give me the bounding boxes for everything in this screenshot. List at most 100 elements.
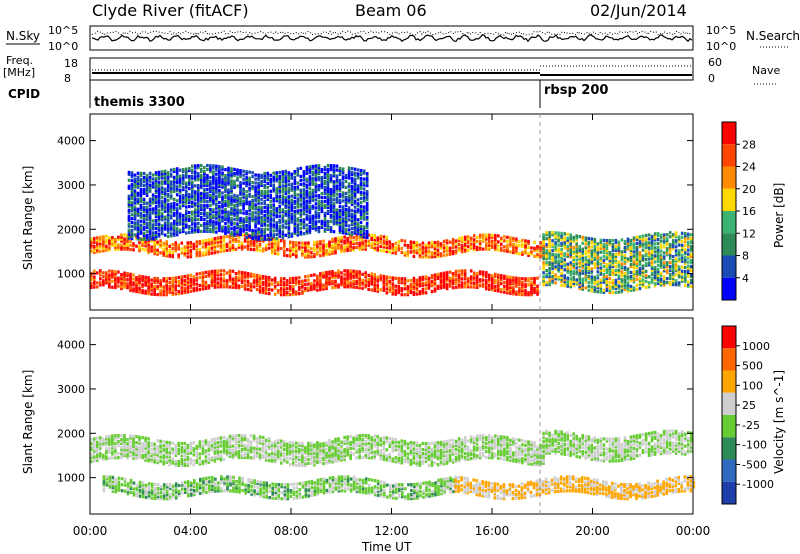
power-cell [638,251,642,255]
power-cell [359,226,363,230]
power-cell [270,241,274,245]
power-cell [656,275,660,279]
power-cell [436,276,440,280]
power-cell [186,276,190,280]
power-cell [279,293,283,297]
power-cell [108,242,111,246]
power-cell [325,253,328,257]
power-cell [151,177,155,181]
power-cell [311,176,315,180]
power-cell [276,240,280,244]
power-cell [209,204,212,208]
colorbar-tick-label: 24 [742,161,756,174]
power-cell [157,190,161,194]
power-cell [365,180,369,184]
power-cell [136,191,140,195]
power-cell [209,218,212,222]
power-cell [506,277,509,281]
power-cell [337,240,340,244]
power-cell [475,239,479,244]
power-cell [231,236,235,240]
power-cell [485,243,488,247]
power-cell [272,229,275,233]
power-cell [322,239,325,243]
power-cell [572,249,575,253]
power-cell [650,258,654,262]
power-cell [635,253,639,257]
power-cell [283,291,286,295]
power-cell [120,287,123,291]
power-cell [608,241,612,245]
power-cell [132,248,135,252]
power-cell [248,220,251,224]
power-cell [102,245,105,249]
power-cell [632,276,636,280]
power-cell [246,245,250,249]
power-cell [210,279,214,284]
power-cell [442,243,446,247]
power-cell [215,204,218,208]
power-cell [275,213,278,217]
power-cell [572,247,575,251]
power-cell [175,193,179,197]
power-cell [650,260,654,264]
power-cell [677,273,681,277]
nsky-line [91,33,693,43]
power-cell [635,287,639,291]
power-cell [602,290,606,294]
power-cell [157,234,161,238]
power-cell [358,237,361,241]
power-cell [563,232,566,236]
power-cell [641,248,645,252]
power-cell [248,178,251,182]
power-cell [542,263,545,267]
power-cell [500,278,503,282]
power-cell [154,197,158,201]
power-cell [197,188,200,192]
power-cell [340,250,343,254]
power-cell [533,254,536,258]
power-cell [145,175,149,179]
power-cell [237,278,241,282]
velocity-cell [90,438,93,442]
power-cell [684,250,687,254]
power-cell [338,220,342,224]
power-cell [148,217,152,221]
power-cell [293,231,297,236]
power-cell [687,248,690,252]
power-cell [364,247,367,251]
power-cell [289,277,292,281]
power-cell [240,243,244,247]
power-cell [684,270,687,274]
power-cell [299,214,303,218]
power-cell [272,207,275,211]
power-cell [163,177,167,181]
power-cell [230,221,233,225]
power-cell [227,194,230,198]
power-cell [207,272,211,276]
power-cell [548,261,551,265]
power-cell [361,239,364,243]
power-cell [662,233,666,237]
power-cell [191,176,194,180]
power-cell [488,235,491,239]
power-cell [481,282,485,286]
power-cell [108,281,111,285]
power-cell [114,286,117,290]
power-cell [93,283,96,287]
power-cell [320,191,324,196]
power-cell [175,181,179,185]
power-cell [518,292,521,296]
power-cell [451,244,455,248]
power-cell [599,272,603,276]
power-cell [322,287,325,291]
power-cell [403,251,407,255]
power-cell [311,178,315,182]
power-cell [236,212,239,216]
power-cell [557,237,560,241]
power-cell [139,211,143,215]
power-cell [185,211,188,215]
power-cell [542,249,545,253]
power-cell [323,215,327,219]
power-cell [331,280,334,284]
